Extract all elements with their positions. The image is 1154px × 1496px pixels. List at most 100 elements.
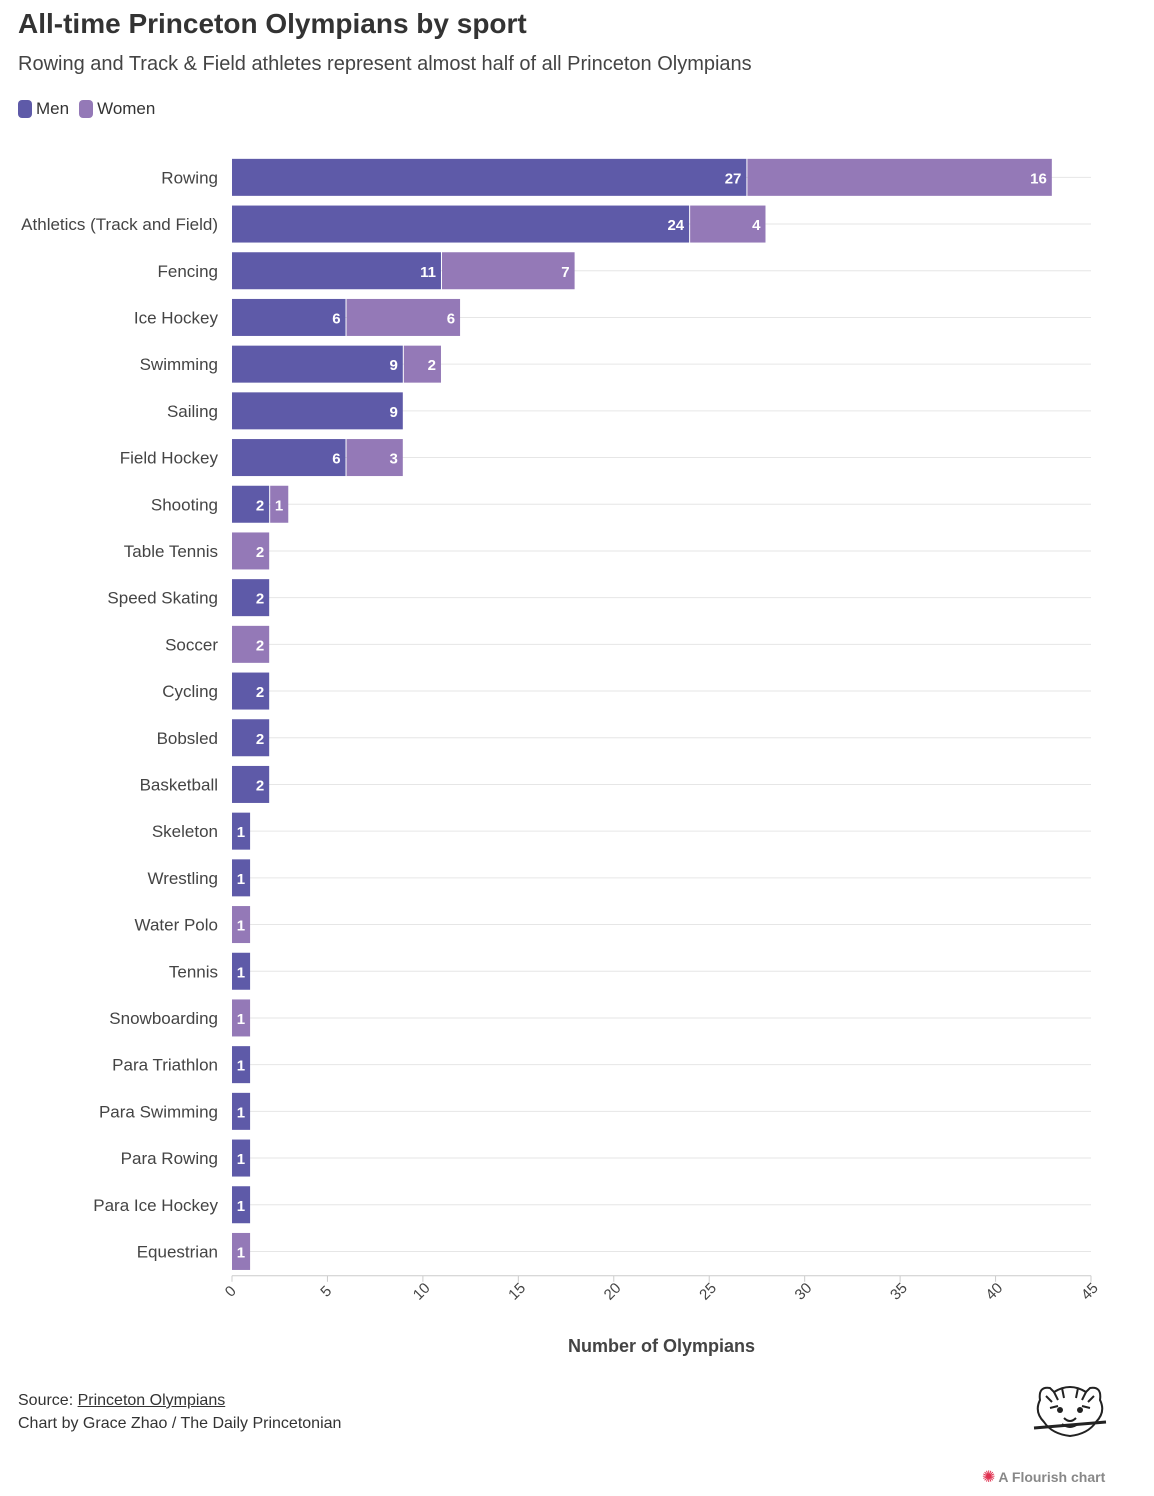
category-label: Para Swimming bbox=[99, 1102, 218, 1121]
source-link[interactable]: Princeton Olympians bbox=[77, 1392, 226, 1409]
bar-men bbox=[232, 1186, 251, 1224]
data-label-men: 2 bbox=[256, 731, 264, 748]
data-label-men: 1 bbox=[237, 1058, 245, 1075]
category-label: Bobsled bbox=[157, 729, 218, 748]
category-label: Para Triathlon bbox=[112, 1056, 218, 1075]
category-label: Wrestling bbox=[147, 869, 218, 888]
data-label-men: 6 bbox=[332, 310, 340, 327]
bar-men bbox=[232, 1046, 251, 1084]
bar-women bbox=[232, 625, 270, 663]
bar-men bbox=[232, 859, 251, 897]
legend-label-women: Women bbox=[97, 99, 156, 118]
credit-line: Chart by Grace Zhao / The Daily Princeto… bbox=[18, 1415, 342, 1432]
category-label: Cycling bbox=[162, 682, 218, 701]
bar-women bbox=[232, 906, 251, 944]
category-label: Rowing bbox=[161, 168, 218, 187]
footer: Source: Princeton Olympians Chart by Gra… bbox=[18, 1389, 341, 1435]
flourish-icon: ✺ bbox=[982, 1469, 996, 1486]
source-prefix: Source: bbox=[18, 1392, 78, 1409]
chart-subtitle: Rowing and Track & Field athletes repres… bbox=[18, 53, 752, 75]
bar-women bbox=[232, 999, 251, 1037]
category-label: Equestrian bbox=[137, 1242, 218, 1261]
data-label-women: 2 bbox=[256, 544, 264, 561]
category-label: Fencing bbox=[158, 262, 218, 281]
category-label: Para Ice Hockey bbox=[93, 1196, 218, 1215]
data-label-women: 1 bbox=[237, 1244, 245, 1261]
data-label-women: 3 bbox=[389, 451, 397, 468]
source-line: Source: Princeton Olympians bbox=[18, 1389, 341, 1412]
data-label-men: 2 bbox=[256, 497, 264, 514]
legend: Men Women bbox=[18, 99, 165, 119]
data-label-women: 4 bbox=[752, 217, 761, 234]
data-label-women: 1 bbox=[237, 1011, 245, 1028]
bar-women bbox=[346, 439, 403, 477]
bar-chart: 0 5 10 15 20 25 30 35 40 45 Number of Olympians Row… bbox=[21, 158, 1102, 1356]
bar-men bbox=[232, 579, 270, 617]
x-tick-label: 0 bbox=[222, 1283, 240, 1301]
bar-men bbox=[232, 485, 270, 523]
data-label-men: 1 bbox=[237, 1151, 245, 1168]
bar-women bbox=[690, 205, 766, 243]
category-label: Ice Hockey bbox=[134, 308, 219, 327]
legend-item-men[interactable]: Men bbox=[18, 99, 69, 119]
bar-men bbox=[232, 158, 747, 196]
category-label: Athletics (Track and Field) bbox=[21, 215, 218, 234]
data-label-men: 1 bbox=[237, 1198, 245, 1215]
data-label-women: 2 bbox=[256, 637, 264, 654]
x-tick-label: 35 bbox=[887, 1280, 911, 1304]
bar-men bbox=[232, 345, 403, 383]
data-label-women: 6 bbox=[447, 310, 455, 327]
category-label: Field Hockey bbox=[120, 449, 219, 468]
bar-men bbox=[232, 298, 346, 336]
data-label-men: 1 bbox=[237, 964, 245, 981]
x-tick-label: 20 bbox=[601, 1280, 625, 1304]
data-label-men: 1 bbox=[237, 871, 245, 888]
x-tick-label: 45 bbox=[1078, 1280, 1102, 1304]
x-tick-label: 30 bbox=[792, 1280, 816, 1304]
category-label: Water Polo bbox=[135, 916, 218, 935]
category-label: Shooting bbox=[151, 495, 218, 514]
data-label-women: 1 bbox=[237, 918, 245, 935]
category-label: Para Rowing bbox=[121, 1149, 218, 1168]
data-label-men: 2 bbox=[256, 777, 264, 794]
data-label-men: 24 bbox=[667, 217, 684, 234]
data-label-men: 6 bbox=[332, 451, 340, 468]
x-tick-label: 5 bbox=[317, 1283, 335, 1301]
data-label-women: 7 bbox=[561, 264, 569, 281]
data-label-men: 2 bbox=[256, 591, 264, 608]
bar-men bbox=[232, 1092, 251, 1130]
category-label: Tennis bbox=[169, 962, 218, 981]
data-label-men: 9 bbox=[389, 404, 397, 421]
bar-women bbox=[232, 532, 270, 570]
category-label: Swimming bbox=[140, 355, 218, 374]
data-label-women: 1 bbox=[275, 497, 283, 514]
bar-men bbox=[232, 1139, 251, 1177]
bar-men bbox=[232, 205, 690, 243]
bar-women bbox=[270, 485, 289, 523]
tiger-logo-icon bbox=[1033, 1386, 1107, 1438]
data-label-men: 2 bbox=[256, 684, 264, 701]
bar-men bbox=[232, 812, 251, 850]
x-tick-label: 15 bbox=[505, 1280, 529, 1304]
category-label: Skeleton bbox=[152, 822, 218, 841]
legend-item-women[interactable]: Women bbox=[79, 99, 155, 119]
x-axis-title: Number of Olympians bbox=[568, 1336, 755, 1356]
category-label: Snowboarding bbox=[109, 1009, 218, 1028]
data-label-men: 11 bbox=[420, 264, 436, 281]
bar-men bbox=[232, 252, 441, 290]
bar-women bbox=[403, 345, 441, 383]
flourish-badge[interactable]: ✺ A Flourish chart bbox=[982, 1467, 1105, 1487]
category-label: Table Tennis bbox=[124, 542, 218, 561]
data-label-men: 1 bbox=[237, 824, 245, 841]
bar-men bbox=[232, 672, 270, 710]
bar-men bbox=[232, 765, 270, 803]
data-label-women: 16 bbox=[1030, 170, 1047, 187]
category-label: Basketball bbox=[140, 775, 218, 794]
data-label-men: 1 bbox=[237, 1104, 245, 1121]
bar-women bbox=[346, 298, 461, 336]
bar-women bbox=[232, 1232, 251, 1270]
bar-men bbox=[232, 719, 270, 757]
data-label-women: 2 bbox=[428, 357, 436, 374]
bar-women bbox=[747, 158, 1052, 196]
bar-men bbox=[232, 439, 346, 477]
